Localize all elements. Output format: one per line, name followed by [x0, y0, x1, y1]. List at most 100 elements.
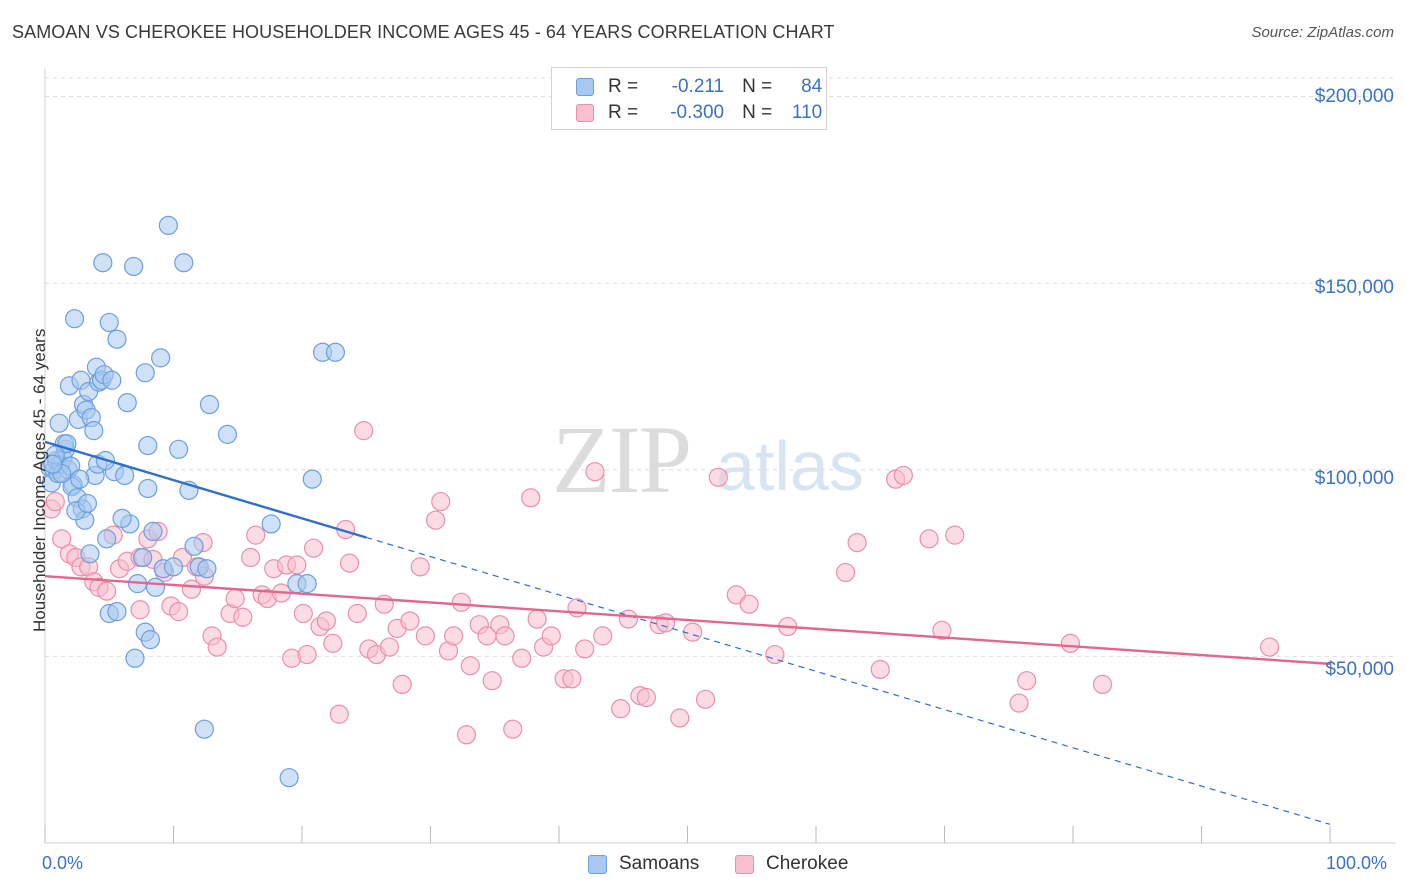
- samoan-point: [125, 648, 145, 668]
- legend-r-value: -0.211: [671, 76, 725, 97]
- cherokee-point: [835, 562, 856, 583]
- cherokee-point: [618, 609, 638, 629]
- legend-n-value: 84: [801, 76, 823, 97]
- samoan-point: [117, 393, 137, 413]
- legend-n-label: N =: [742, 76, 773, 97]
- cherokee-point: [400, 611, 420, 631]
- samoan-point: [199, 394, 220, 415]
- samoan-point: [99, 312, 119, 333]
- samoan-point: [143, 521, 163, 542]
- cherokee-point: [611, 699, 631, 719]
- samoan-point: [297, 574, 317, 594]
- watermark-atlas: atlas: [716, 427, 864, 505]
- cherokee-point: [293, 603, 313, 624]
- y-tick-label-100000: $100,000: [1314, 468, 1394, 489]
- cherokee-point: [329, 704, 349, 724]
- cherokee-point: [297, 644, 317, 665]
- samoan-point: [97, 529, 117, 549]
- axes: [44, 68, 1396, 844]
- samoan-point: [135, 363, 155, 383]
- cherokee-point: [431, 491, 451, 512]
- legend-n-value: 110: [791, 102, 823, 123]
- cherokee-point: [303, 538, 324, 558]
- cherokee-point: [287, 555, 307, 575]
- cherokee-point: [527, 609, 547, 629]
- legend-r-label: R =: [608, 76, 639, 97]
- cherokee-point: [451, 592, 471, 612]
- samoan-point: [279, 768, 299, 788]
- y-tick-label-200000: $200,000: [1314, 86, 1394, 107]
- cherokee-point: [726, 585, 746, 605]
- samoan-point: [80, 544, 100, 564]
- cherokee-legend-swatch: [735, 854, 754, 874]
- cherokee-point: [460, 656, 480, 676]
- samoan-point: [145, 577, 166, 597]
- samoan-point: [43, 454, 63, 474]
- samoan-point: [107, 329, 127, 349]
- cherokee-point: [1009, 693, 1029, 713]
- cherokee-point: [410, 557, 430, 577]
- cherokee-point: [415, 626, 435, 646]
- chart-title: SAMOAN VS CHEROKEE HOUSEHOLDER INCOME AG…: [12, 22, 835, 42]
- samoan-point: [174, 253, 194, 273]
- cherokee-point: [765, 644, 785, 665]
- samoan-point: [194, 719, 214, 739]
- cherokee-point: [392, 674, 412, 695]
- cherokee-point: [1017, 671, 1037, 691]
- samoan-point: [102, 370, 122, 390]
- cherokee-point: [847, 532, 867, 553]
- samoan-point: [124, 256, 144, 277]
- samoan-point: [261, 514, 281, 534]
- samoans-legend-swatch: [588, 854, 607, 874]
- x-tick-label-min: 0.0%: [42, 853, 84, 873]
- samoan-point: [302, 469, 322, 489]
- cherokee-legend-label: Cherokee: [766, 853, 849, 874]
- samoans-swatch: [576, 78, 594, 96]
- samoan-point: [217, 424, 238, 444]
- watermark-zip: ZIP: [552, 406, 690, 513]
- cherokee-point: [130, 600, 150, 620]
- cherokee-point: [932, 620, 952, 640]
- samoan-point: [325, 342, 346, 362]
- cherokee-point: [45, 491, 65, 512]
- cherokee-point: [521, 488, 541, 508]
- cherokee-point: [233, 607, 253, 627]
- cherokee-swatch: [576, 104, 594, 122]
- legend-r-value: -0.300: [670, 102, 725, 123]
- cherokee-point: [695, 689, 716, 709]
- legend-r-label: R =: [608, 102, 639, 123]
- cherokee-trend-line: [44, 574, 1331, 666]
- cherokee-point: [339, 553, 360, 573]
- samoan-point: [93, 253, 113, 273]
- cherokee-point: [316, 611, 337, 631]
- cherokee-point: [636, 687, 656, 708]
- cherokee-point: [97, 581, 117, 601]
- cherokee-point: [246, 525, 266, 545]
- samoans-trend-line: [44, 440, 367, 539]
- samoan-point: [112, 508, 132, 528]
- cherokee-point: [1092, 674, 1113, 695]
- cherokee-point: [575, 639, 595, 659]
- source-label: Source: ZipAtlas.com: [1251, 24, 1394, 41]
- samoans-trend-extension: [366, 536, 1331, 825]
- cherokee-point: [656, 613, 676, 633]
- cherokee-point: [541, 626, 561, 646]
- samoan-point: [140, 630, 160, 650]
- legend-row-samoans: R = -0.211 N = 84: [576, 75, 822, 99]
- samoan-point: [84, 421, 104, 441]
- legend-n-label: N =: [742, 102, 773, 123]
- cherokee-point: [456, 725, 477, 745]
- bottom-legend-cherokee: Cherokee: [735, 853, 848, 875]
- correlation-legend: R = -0.211 N = 84 R = -0.300 N = 110: [551, 67, 827, 130]
- y-tick-label-50000: $50,000: [1325, 659, 1394, 680]
- samoan-point: [77, 493, 98, 514]
- cherokee-point: [354, 421, 374, 441]
- legend-row-cherokee: R = -0.300 N = 110: [576, 101, 822, 125]
- cherokee-point: [207, 637, 227, 657]
- cherokee-point: [1260, 637, 1280, 657]
- samoan-point: [49, 413, 69, 433]
- cherokee-point: [241, 547, 261, 568]
- cherokee-point: [323, 633, 343, 653]
- cherokee-point: [739, 594, 759, 614]
- samoan-point: [107, 602, 127, 622]
